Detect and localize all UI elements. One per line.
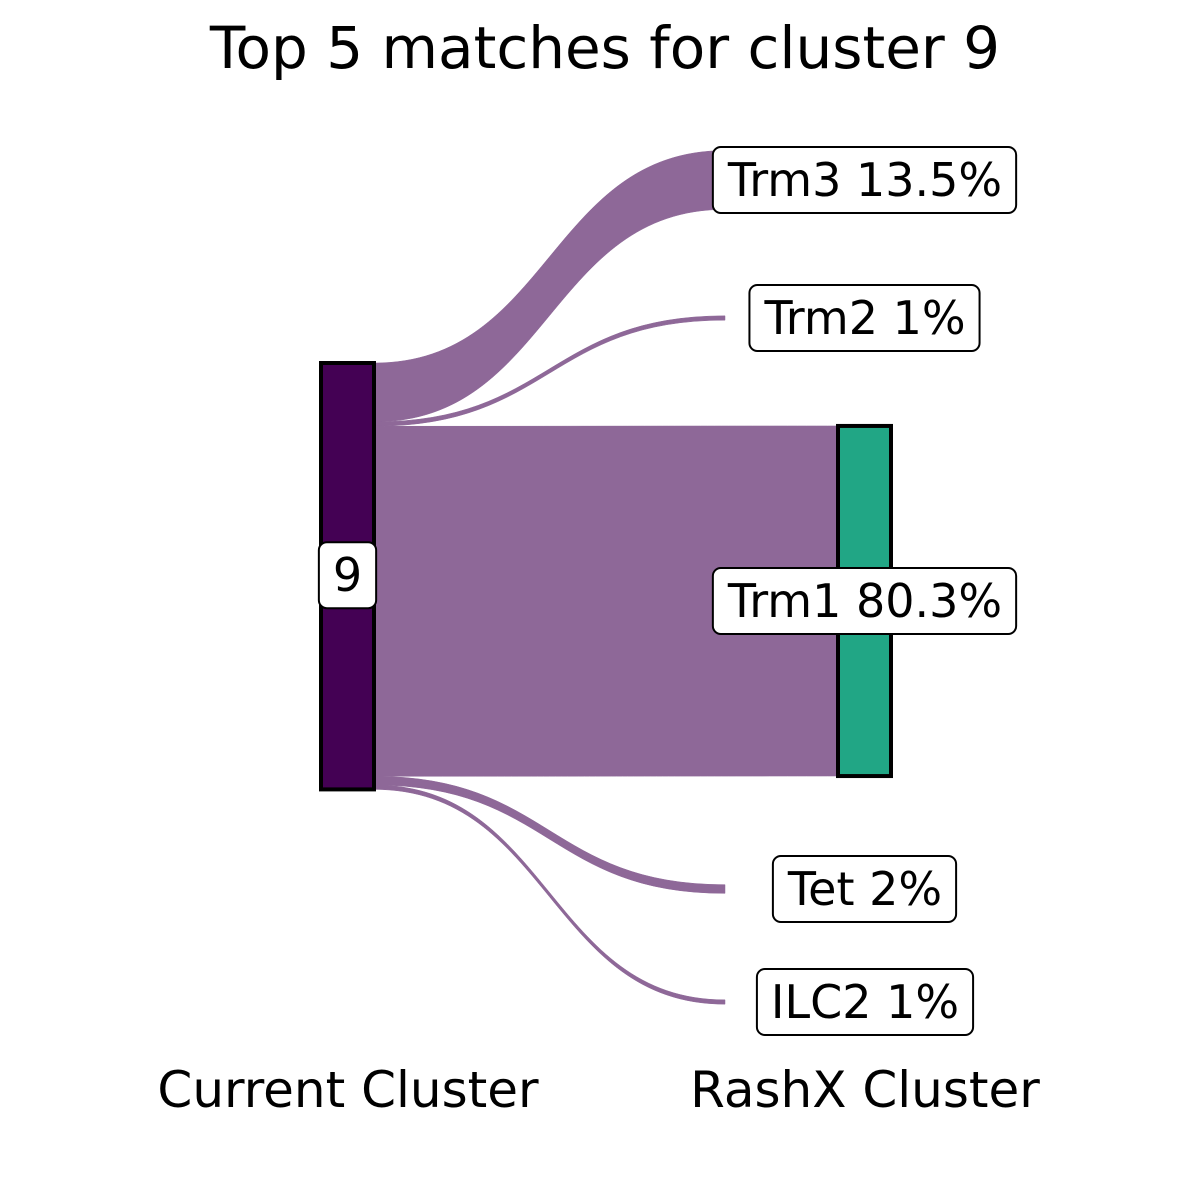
chart-title: Top 5 matches for cluster 9 [209,14,1000,82]
flows-layer [373,150,839,1005]
target-label-tet: Tet 2% [771,855,958,923]
target-label-trm3-box [711,146,1018,214]
source-label-text: 9 [333,548,362,602]
target-label-trm1-box [711,567,1018,635]
target-label-ilc2: ILC2 1% [755,968,975,1036]
target-label-trm2-box [748,284,981,352]
target-label-trm2: Trm2 1% [748,284,981,352]
axis-label-rashx-cluster: RashX Cluster [690,1061,1040,1119]
target-label-tet-box [771,855,958,923]
source-label: 9 [317,541,378,610]
axis-label-current-cluster: Current Cluster [157,1061,539,1119]
target-label-trm1: Trm1 80.3% [711,567,1018,635]
flow-ilc2 [373,784,726,1005]
flow-trm2 [373,315,726,427]
target-label-trm3-text: Trm3 13.5% [727,153,1002,207]
flow-trm3 [373,150,726,423]
flow-tet [373,776,726,894]
target-label-tet-text: Tet 2% [787,862,942,916]
labels-layer: 9 Trm3 13.5% Trm2 1% Trm1 80.3% Tet 2% ILC2 1… [317,146,1018,1036]
target-label-ilc2-box [755,968,975,1036]
target-label-trm3: Trm3 13.5% [711,146,1018,214]
source-label-box [317,541,378,610]
target-label-trm1-text: Trm1 80.3% [727,574,1002,628]
target-label-ilc2-text: ILC2 1% [771,975,959,1029]
target-label-trm2-text: Trm2 1% [763,291,965,345]
